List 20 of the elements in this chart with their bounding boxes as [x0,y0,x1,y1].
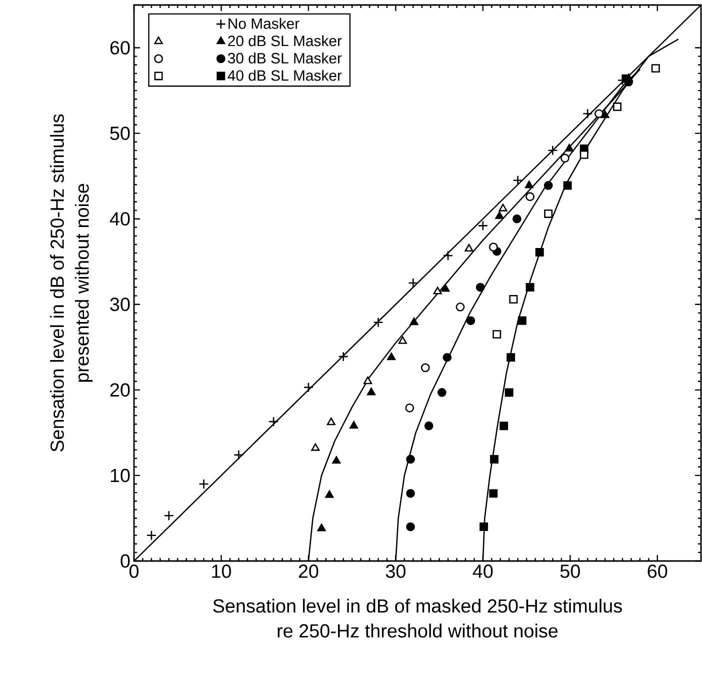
y-tick-label: 40 [110,212,130,226]
legend-label: 30 dB SL Masker [228,52,342,64]
x-tick-label: 10 [212,564,232,578]
legend-label: 20 dB SL Masker [228,35,342,46]
x-tick-label: 40 [472,564,493,578]
y-tick-label: 20 [110,383,130,397]
y-tick-label: 60 [110,41,130,54]
legend-label: No Masker [228,18,300,29]
x-tick-label: 50 [560,564,580,578]
x-tick-label: 30 [386,564,406,578]
y-tick-label: 0 [120,554,130,568]
y-tick-label: 50 [110,126,130,140]
x-tick-label: 0 [129,564,139,578]
y-axis-title: Sensation level in dB of 250-Hz stimulus presented without noise [50,114,93,452]
x-tick-label: 20 [298,564,318,578]
x-axis-title: Sensation level in dB of masked 250-Hz stimulus re 250-Hz threshold without noise [213,598,622,638]
y-tick-label: 30 [110,298,130,312]
x-tick-label: 60 [648,564,668,578]
y-tick-label: 10 [110,468,130,482]
legend-label: 40 dB SL Masker [228,70,342,81]
